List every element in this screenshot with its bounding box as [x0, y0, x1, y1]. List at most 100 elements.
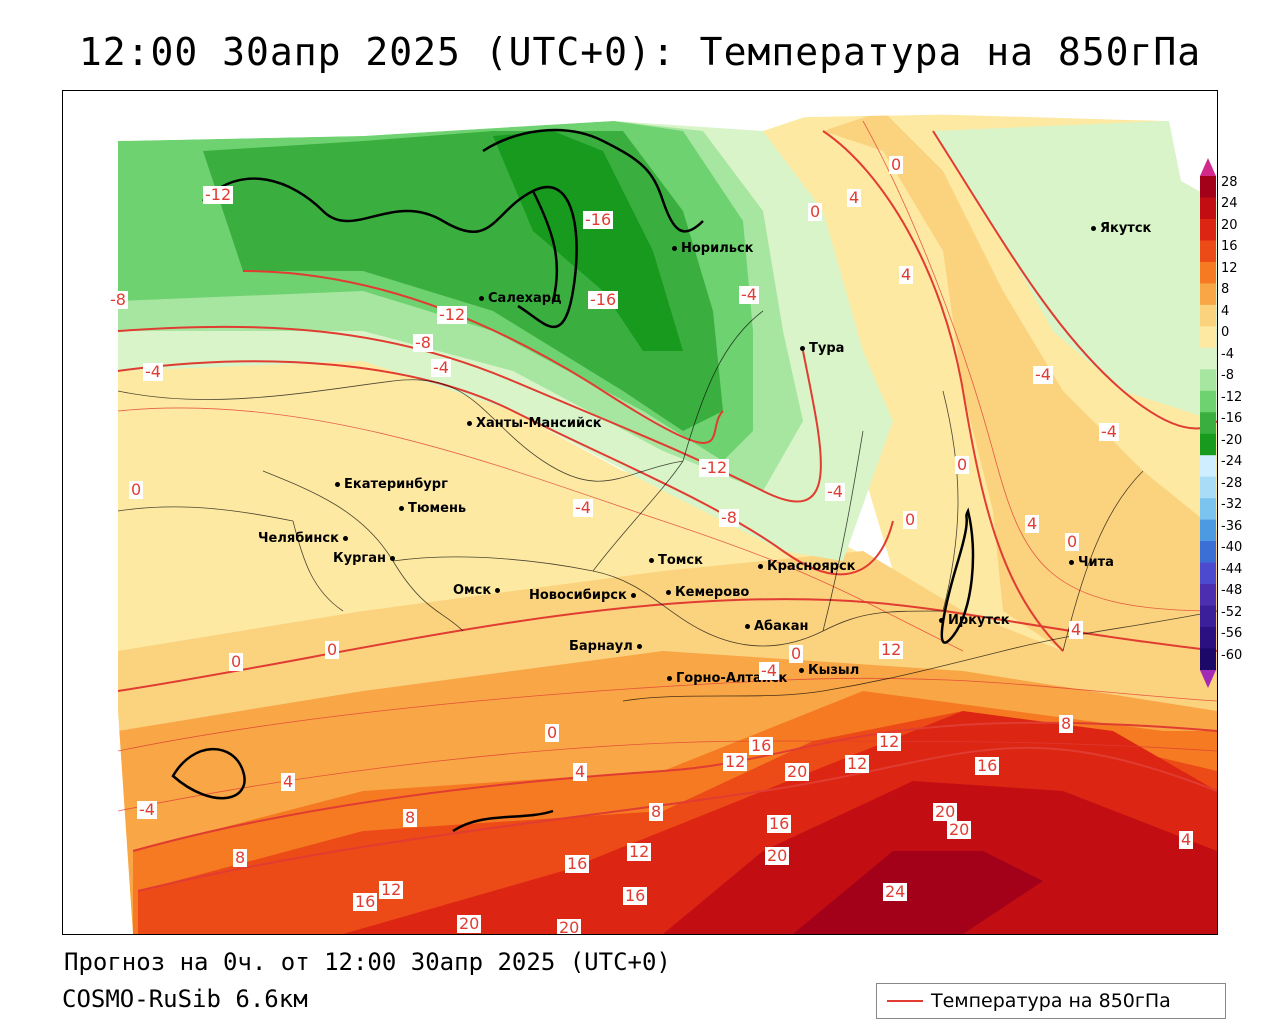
map-canvas	[63, 91, 1217, 934]
contour-label: -4	[431, 358, 451, 377]
contour-label: 16	[623, 886, 648, 905]
city-marker	[399, 506, 404, 511]
contour-label: 4	[847, 188, 862, 207]
contour-label: 12	[845, 754, 870, 773]
contour-label: 12	[877, 732, 902, 751]
contour-label: 16	[975, 756, 1000, 775]
map-title: 12:00 30апр 2025 (UTC+0): Температура на…	[78, 30, 1202, 74]
temperature-map: Якутск Норильск Салехард Тура Ханты-Манс…	[62, 90, 1218, 935]
city-label: Кемерово	[675, 585, 750, 600]
contour-label: 4	[573, 762, 588, 781]
colorbar-tick-label: 0	[1221, 325, 1230, 341]
contour-label: 0	[889, 155, 904, 174]
isotherm-lines	[117, 130, 1217, 892]
model-caption: COSMO-RuSib 6.6км	[62, 985, 308, 1013]
contour-label: -4	[825, 482, 845, 501]
colorbar-tick-label: 28	[1221, 175, 1238, 190]
city-label: Красноярск	[767, 559, 856, 574]
city-novosibirsk: Новосибирск	[529, 588, 640, 603]
colorbar-segment	[1200, 433, 1216, 456]
contour-label: 12	[379, 880, 404, 899]
colorbar-segment	[1200, 455, 1216, 478]
city-marker	[649, 558, 654, 563]
temp-zone-plus4-east-band	[823, 111, 1217, 651]
city-yekaterinburg: Екатеринбург	[335, 477, 448, 492]
colorbar-segment	[1200, 627, 1216, 650]
contour-label: 12	[879, 640, 904, 659]
colorbar-tick-label: 8	[1221, 282, 1230, 298]
contour-label: 4	[281, 772, 296, 791]
city-label: Омск	[453, 583, 492, 598]
city-label: Норильск	[681, 241, 754, 256]
contour-label: -12	[437, 305, 468, 324]
city-label: Салехард	[488, 291, 562, 306]
city-marker	[335, 482, 340, 487]
city-marker	[636, 644, 642, 649]
contour-label: -16	[583, 210, 614, 229]
coastlines	[171, 128, 975, 833]
colorbar-tick-label: 24	[1221, 196, 1238, 212]
contour-label: 16	[767, 814, 792, 833]
colorbar-tick-label: 12	[1221, 260, 1238, 276]
city-kurgan: Курган	[333, 551, 399, 566]
colorbar-tick-label: -4	[1221, 346, 1234, 362]
colorbar-segment	[1200, 390, 1216, 413]
colorbar-segment	[1200, 197, 1216, 220]
legend: Температура на 850гПа	[876, 983, 1226, 1019]
colorbar-segment	[1200, 541, 1216, 564]
city-irkutsk: Иркутск	[939, 613, 1010, 628]
colorbar-tick-label: -52	[1221, 604, 1243, 620]
city-chita: Чита	[1069, 555, 1114, 570]
city-label: Екатеринбург	[344, 477, 448, 492]
city-abakan: Абакан	[745, 619, 809, 634]
contour-label: -4	[1099, 422, 1119, 441]
contour-label: -8	[108, 290, 128, 309]
colorbar-segment	[1200, 584, 1216, 607]
legend-line-swatch	[887, 1000, 923, 1002]
city-tomsk: Томск	[649, 553, 703, 568]
city-marker	[939, 618, 944, 623]
colorbar-segment	[1200, 476, 1216, 499]
colorbar-tick-label: -8	[1221, 368, 1234, 384]
city-marker	[799, 668, 804, 673]
contour-label: 4	[1179, 830, 1194, 849]
city-norilsk: Норильск	[672, 241, 754, 256]
contour-label: 0	[129, 480, 144, 499]
colorbar-segment	[1200, 369, 1216, 392]
city-chelyabinsk: Челябинск	[258, 531, 352, 546]
city-label: Тюмень	[408, 501, 467, 516]
city-marker	[672, 246, 677, 251]
contour-label: 0	[808, 202, 823, 221]
city-salekhard: Салехард	[479, 291, 562, 306]
colorbar-tick-label: -28	[1221, 475, 1243, 491]
colorbar-segment	[1200, 605, 1216, 628]
city-marker	[342, 536, 348, 541]
contour-label: 0	[229, 652, 244, 671]
city-label: Тура	[809, 341, 845, 356]
contour-label: -8	[719, 508, 739, 527]
city-marker	[467, 421, 472, 426]
colorbar-tick-label: 20	[1221, 217, 1238, 233]
colorbar-segment	[1200, 176, 1216, 198]
colorbar-tick-label: -60	[1221, 647, 1243, 663]
contour-label: 20	[765, 846, 790, 865]
contour-label: 4	[1025, 514, 1040, 533]
colorbar-bottom-arrow	[1200, 670, 1216, 688]
contour-label: -4	[573, 498, 593, 517]
city-tura: Тура	[800, 341, 844, 356]
city-marker	[667, 676, 672, 681]
contour-label: 0	[545, 723, 560, 742]
city-kemerovo: Кемерово	[666, 585, 749, 600]
contour-label: -4	[143, 362, 163, 381]
city-label: Чита	[1078, 555, 1114, 570]
contour-label: 20	[947, 820, 972, 839]
colorbar-segment	[1200, 347, 1216, 370]
contour-label: 0	[325, 640, 340, 659]
contour-label: 8	[403, 808, 418, 827]
colorbar-tick-label: -44	[1221, 561, 1243, 577]
colorbar-tick-label: -36	[1221, 518, 1243, 534]
contour-label: 0	[1065, 532, 1080, 551]
colorbar-top-arrow	[1200, 158, 1216, 176]
contour-label: 8	[233, 848, 248, 867]
city-label: Кызыл	[808, 663, 860, 678]
